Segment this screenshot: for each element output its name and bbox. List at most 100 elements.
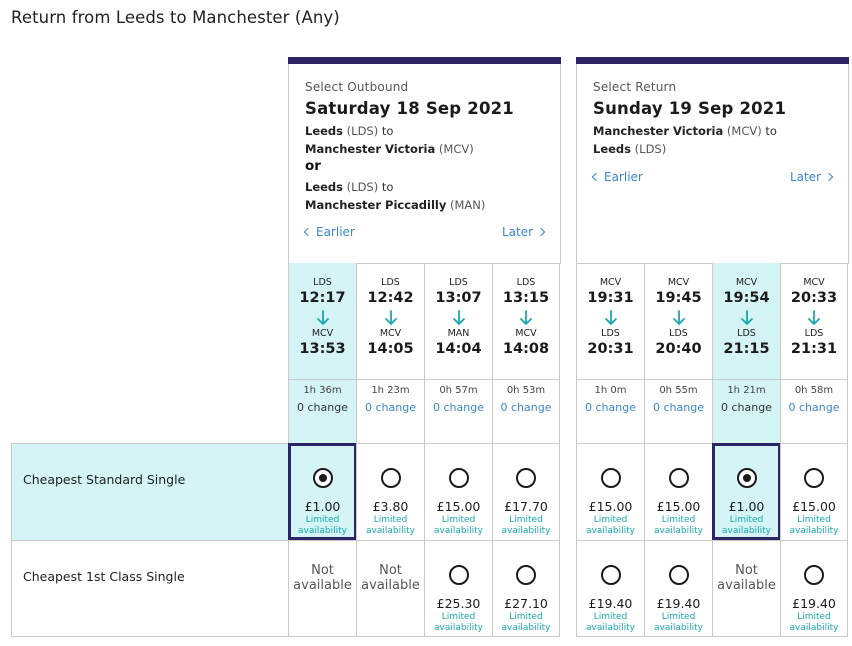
not-available-text: Not available <box>357 563 424 593</box>
availability-line-1: Limited <box>509 515 543 525</box>
fare-radio-button[interactable] <box>600 468 621 488</box>
return-earlier-link[interactable]: Earlier <box>591 170 643 184</box>
fare-radio-button[interactable] <box>600 565 621 585</box>
changes-link[interactable]: 0 change <box>433 401 484 414</box>
arrival-time: 14:04 <box>435 341 482 357</box>
outbound-train-2[interactable]: LDS 12:42 MCV 14:05 <box>356 263 424 380</box>
outbound-fare-cell: Not available <box>288 540 356 637</box>
availability-note: Limited availability <box>645 612 712 633</box>
return-route-from: Manchester Victoria (MCV) to <box>593 124 777 138</box>
availability-line-2: availability <box>789 622 839 633</box>
return-fare-cell[interactable]: £19.40 Limited availability <box>576 540 644 637</box>
arrow-down-icon <box>384 310 397 326</box>
availability-note: Limited availability <box>645 515 712 536</box>
fare-price: £15.00 <box>588 499 633 514</box>
departure-station-code: LDS <box>516 277 536 288</box>
availability-note: Limited availability <box>291 515 354 536</box>
fare-price: £1.00 <box>728 499 765 514</box>
journey-duration: 0h 58m <box>794 385 834 396</box>
outbound-train-1[interactable]: LDS 12:17 MCV 13:53 <box>288 263 356 380</box>
not-available-text: Not available <box>289 563 356 593</box>
arrow-down-icon <box>740 310 753 326</box>
outbound-train-4[interactable]: LDS 13:15 MCV 14:08 <box>492 263 560 380</box>
return-train-4[interactable]: MCV 20:33 LDS 21:31 <box>780 263 848 380</box>
availability-line-2: availability <box>654 622 703 633</box>
fare-radio-button[interactable] <box>448 565 469 585</box>
outbound-fare-cell[interactable]: £25.30 Limited availability <box>424 540 492 637</box>
outbound-fare-cell[interactable]: £27.10 Limited availability <box>492 540 560 637</box>
journey-duration: 1h 0m <box>594 385 627 396</box>
return-train-1[interactable]: MCV 19:31 LDS 20:31 <box>576 263 644 380</box>
fare-radio-button[interactable] <box>668 565 689 585</box>
fare-radio-button[interactable] <box>736 468 757 488</box>
availability-line-1: Limited <box>593 612 628 622</box>
arrival-station-code: MCV <box>311 328 334 339</box>
departure-time: 19:31 <box>587 290 634 306</box>
return-fare-cell: Not available <box>712 540 780 637</box>
availability-line-1: Limited <box>305 515 340 525</box>
outbound-header: Select Outbound Saturday 18 Sep 2021 Lee… <box>288 57 561 264</box>
arrival-time: 14:05 <box>367 341 414 357</box>
return-train-3[interactable]: MCV 19:54 LDS 21:15 <box>712 263 780 380</box>
availability-line-2: availability <box>654 525 703 536</box>
fare-radio-button[interactable] <box>804 468 824 488</box>
return-train-info-2: 0h 55m 0 change <box>644 380 712 443</box>
availability-line-1: Limited <box>797 515 831 525</box>
changes-link[interactable]: 0 change <box>585 401 636 414</box>
return-fare-cell[interactable]: £19.40 Limited availability <box>780 540 848 637</box>
return-later-link[interactable]: Later <box>790 170 834 184</box>
outbound-label: Select Outbound <box>305 80 409 94</box>
fare-row-standard-label: Cheapest Standard Single <box>11 443 289 540</box>
fare-radio-button[interactable] <box>448 468 469 488</box>
outbound-train-3[interactable]: LDS 13:07 MAN 14:04 <box>424 263 492 380</box>
departure-station-code: LDS <box>449 277 468 288</box>
outbound-train-info-2: 1h 23m 0 change <box>356 380 424 443</box>
changes-link[interactable]: 0 change <box>653 401 704 414</box>
departure-time: 13:07 <box>435 290 482 306</box>
return-train-2[interactable]: MCV 19:45 LDS 20:40 <box>644 263 712 380</box>
not-available-line-1: Not <box>379 563 402 578</box>
outbound-earlier-link[interactable]: Earlier <box>303 225 355 239</box>
journey-duration: 1h 36m <box>303 385 342 396</box>
fare-price: £19.40 <box>656 596 701 611</box>
arrow-down-icon <box>604 310 617 326</box>
availability-line-1: Limited <box>441 515 476 525</box>
departure-station-code: LDS <box>381 277 400 288</box>
outbound-route2-from: Leeds (LDS) to <box>305 180 394 194</box>
return-fare-cell[interactable]: £1.00 Limited availability <box>712 443 781 540</box>
outbound-fare-cell[interactable]: £1.00 Limited availability <box>288 443 357 540</box>
fare-price: £17.70 <box>504 499 548 514</box>
outbound-fare-cell[interactable]: £17.70 Limited availability <box>492 443 560 540</box>
availability-line-2: availability <box>789 525 839 536</box>
arrival-station-code: MAN <box>447 328 470 339</box>
changes-link[interactable]: 0 change <box>365 401 416 414</box>
outbound-fare-cell[interactable]: £3.80 Limited availability <box>356 443 424 540</box>
changes-link[interactable]: 0 change <box>788 401 840 414</box>
arrival-time: 20:40 <box>655 341 702 357</box>
outbound-later-link[interactable]: Later <box>502 225 546 239</box>
return-fare-cell[interactable]: £19.40 Limited availability <box>644 540 712 637</box>
fare-radio-button[interactable] <box>516 468 536 488</box>
page-title: Return from Leeds to Manchester (Any) <box>11 8 340 27</box>
availability-line-1: Limited <box>441 612 476 622</box>
not-available-text: Not available <box>713 563 780 593</box>
return-fare-cell[interactable]: £15.00 Limited availability <box>644 443 712 540</box>
outbound-train-info-4: 0h 53m 0 change <box>492 380 560 443</box>
return-fare-cell[interactable]: £15.00 Limited availability <box>780 443 848 540</box>
availability-line-2: availability <box>722 525 771 536</box>
availability-line-1: Limited <box>593 515 628 525</box>
availability-note: Limited availability <box>493 515 559 536</box>
availability-note: Limited availability <box>715 515 778 536</box>
fare-radio-button[interactable] <box>668 468 689 488</box>
fare-radio-button[interactable] <box>804 565 824 585</box>
fare-radio-button[interactable] <box>312 468 333 488</box>
radio-selected-dot <box>742 474 751 482</box>
availability-line-2: availability <box>586 525 635 536</box>
changes-link[interactable]: 0 change <box>500 401 552 414</box>
return-fare-cell[interactable]: £15.00 Limited availability <box>576 443 644 540</box>
not-available-line-2: available <box>717 578 776 593</box>
outbound-fare-cell[interactable]: £15.00 Limited availability <box>424 443 492 540</box>
fare-radio-button[interactable] <box>516 565 536 585</box>
fare-price: £27.10 <box>504 596 548 611</box>
fare-radio-button[interactable] <box>380 468 401 488</box>
